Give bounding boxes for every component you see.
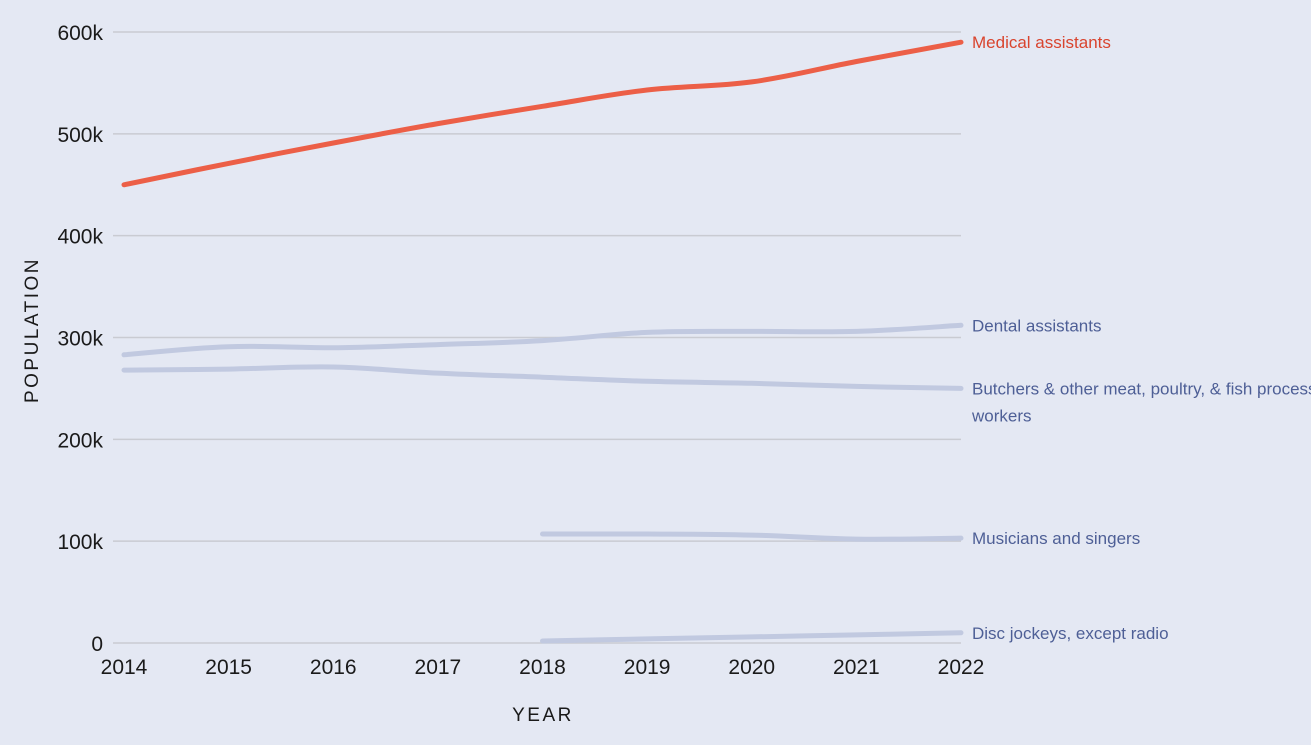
series-line-butchers-other-meat-poultry-fish-processing-workers — [121, 364, 964, 391]
series-line-musicians-and-singers — [540, 531, 964, 542]
x-tick-label: 2014 — [101, 656, 148, 679]
x-tick-label: 2020 — [728, 656, 775, 679]
x-tick-label: 2018 — [519, 656, 566, 679]
y-tick-label: 0 — [91, 633, 103, 656]
series-label-musicians-and-singers: Musicians and singers — [972, 529, 1140, 548]
y-tick-label: 100k — [57, 531, 103, 554]
gridlines — [113, 31, 961, 644]
series-label-line: workers — [971, 406, 1032, 425]
y-tick-label: 500k — [57, 124, 103, 147]
series-line-medical-assistants — [121, 39, 964, 188]
y-axis-title: POPULATION — [22, 257, 43, 403]
y-tick-label: 600k — [57, 22, 103, 45]
y-tick-label: 200k — [57, 429, 103, 452]
x-tick-label: 2016 — [310, 656, 357, 679]
series-line-dental-assistants — [121, 322, 964, 358]
series-label-disc-jockeys-except-radio: Disc jockeys, except radio — [972, 624, 1169, 643]
x-tick-label: 2017 — [415, 656, 462, 679]
series-label-butchers-other-meat-poultry-fish-processing-workers: Butchers & other meat, poultry, & fish p… — [971, 379, 1311, 425]
x-tick-label: 2022 — [938, 656, 985, 679]
x-tick-label: 2015 — [205, 656, 252, 679]
series-label-medical-assistants: Medical assistants — [972, 33, 1111, 52]
series-labels: Medical assistants Dental assistants Butch… — [971, 33, 1311, 643]
y-tick-label: 300k — [57, 328, 103, 351]
y-tick-label: 400k — [57, 226, 103, 249]
x-tick-label: 2021 — [833, 656, 880, 679]
x-tick-label: 2019 — [624, 656, 671, 679]
series-label-line: Butchers & other meat, poultry, & fish p… — [972, 379, 1311, 398]
y-axis-ticks: 0 100k 200k 300k 400k 500k 600k — [57, 22, 103, 656]
series-line-disc-jockeys-except-radio — [540, 630, 964, 644]
x-axis-ticks: 2014 2015 2016 2017 2018 2019 2020 2021 2022 — [101, 656, 985, 679]
x-axis-title: YEAR — [512, 705, 574, 726]
series-lines — [121, 39, 964, 644]
series-label-dental-assistants: Dental assistants — [972, 316, 1101, 335]
